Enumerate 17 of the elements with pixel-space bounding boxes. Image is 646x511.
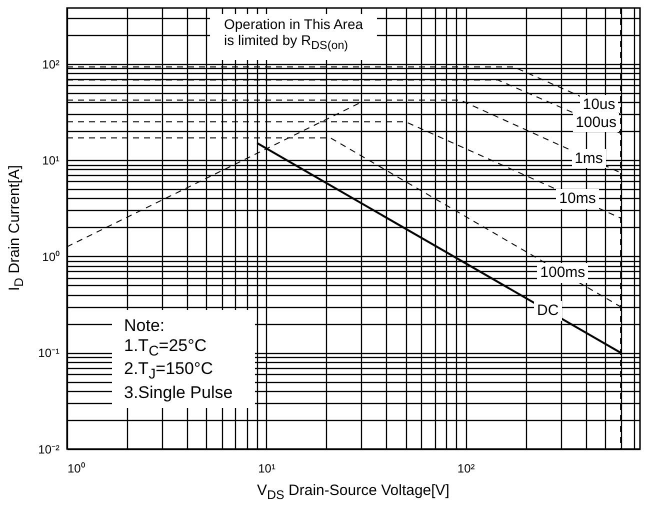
x-axis-title: V$_{DS}$ Drain-Source Voltage[V] xyxy=(257,482,450,502)
series-label: 1ms xyxy=(572,148,606,168)
y-tick-label: 10² xyxy=(42,57,60,72)
y-tick-label: 10⁰ xyxy=(42,250,60,264)
y-tick-label: 10⁻¹ xyxy=(38,346,60,360)
series-label: DC xyxy=(534,301,562,321)
x-tick-label: 10⁰ xyxy=(68,462,85,476)
series-label: 100us xyxy=(572,113,620,132)
x-tick-label: 10¹ xyxy=(258,462,276,476)
series-label: 10us xyxy=(580,95,618,114)
annotation: Note: 1.T$_{C}$=25°C 2.T$_{J}$=150°C 3.Single Pulse xyxy=(112,310,255,408)
series-label: 10ms xyxy=(556,189,599,209)
annotation: Operation in This Area is limited by R$_{DS(on)}$ xyxy=(210,14,378,60)
series-label: 100ms xyxy=(537,263,588,283)
y-tick-label: 10¹ xyxy=(42,154,60,168)
y-tick-label: 10⁻² xyxy=(38,442,60,456)
x-tick-label: 10² xyxy=(457,462,475,476)
